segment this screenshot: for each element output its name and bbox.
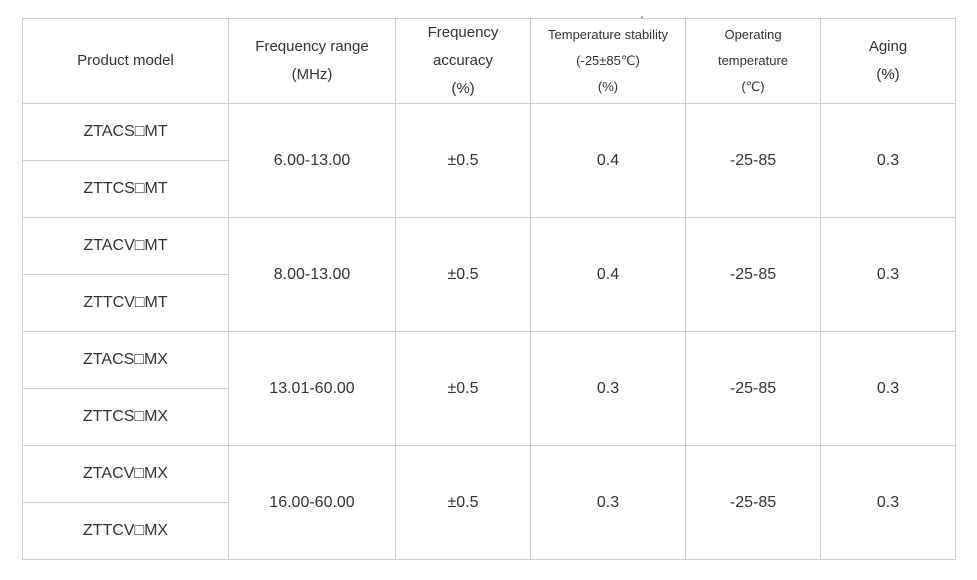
frequency-accuracy-cell: ±0.5	[395, 331, 531, 446]
table-row: ZTTCV□MX	[22, 502, 956, 560]
frequency-range-cell: 13.01-60.00	[228, 331, 396, 446]
product-model-cell: ZTTCV□MX	[22, 502, 229, 560]
header-label-line: Product model	[77, 52, 174, 69]
stray-dot: .	[640, 5, 644, 21]
product-model-cell: ZTTCS□MT	[22, 160, 229, 218]
aging-cell: 0.3	[820, 445, 956, 560]
temperature-stability-cell: 0.4	[530, 217, 686, 332]
temperature-stability-cell: 0.4	[530, 103, 686, 218]
header-label-line: (%)	[451, 80, 475, 97]
header-row: Product model Frequency range (MHz) Freq…	[22, 18, 956, 104]
frequency-range-cell: 16.00-60.00	[228, 445, 396, 560]
aging-cell: 0.3	[820, 103, 956, 218]
header-frequency-range: Frequency range (MHz)	[228, 18, 396, 104]
header-label-line: (%)	[876, 66, 900, 83]
product-model-cell: ZTACV□MT	[22, 217, 229, 275]
header-label-line: accuracy	[432, 52, 494, 69]
product-model-cell: ZTACS□MX	[22, 331, 229, 389]
table-row: ZTACS□MX 13.01-60.00 ±0.5 0.3 -25-85 0.3	[22, 331, 956, 446]
header-label-line: Frequency	[427, 24, 499, 41]
product-model-cell: ZTACV□MX	[22, 445, 229, 503]
header-label-line: (℃)	[741, 79, 765, 94]
operating-temperature-cell: -25-85	[685, 103, 821, 218]
operating-temperature-cell: -25-85	[685, 331, 821, 446]
frequency-range-cell: 8.00-13.00	[228, 217, 396, 332]
frequency-accuracy-cell: ±0.5	[395, 217, 531, 332]
aging-cell: 0.3	[820, 217, 956, 332]
table-row: ZTTCV□MT	[22, 274, 956, 332]
product-model-cell: ZTACS□MT	[22, 103, 229, 161]
header-label-line: temperature	[717, 53, 789, 68]
header-label-line: (%)	[597, 79, 619, 94]
frequency-range-cell: 6.00-13.00	[228, 103, 396, 218]
product-model-cell: ZTTCV□MT	[22, 274, 229, 332]
header-product-model: Product model	[22, 18, 229, 104]
frequency-accuracy-cell: ±0.5	[395, 445, 531, 560]
operating-temperature-cell: -25-85	[685, 445, 821, 560]
header-label-line: (MHz)	[291, 66, 333, 83]
header-operating-temperature: Operating temperature (℃)	[685, 18, 821, 104]
frequency-accuracy-cell: ±0.5	[395, 103, 531, 218]
table-row: ZTACV□MX 16.00-60.00 ±0.5 0.3 -25-85 0.3	[22, 445, 956, 560]
header-label-line: Operating	[724, 27, 782, 42]
header-aging: Aging (%)	[820, 18, 956, 104]
aging-cell: 0.3	[820, 331, 956, 446]
header-label-line: (-25±85℃)	[576, 53, 640, 68]
table-row: ZTACV□MT 8.00-13.00 ±0.5 0.4 -25-85 0.3	[22, 217, 956, 332]
table-row: ZTACS□MT 6.00-13.00 ±0.5 0.4 -25-85 0.3	[22, 103, 956, 218]
product-spec-table: Product model Frequency range (MHz) Freq…	[22, 18, 956, 560]
product-model-cell: ZTTCS□MX	[22, 388, 229, 446]
temperature-stability-cell: 0.3	[530, 445, 686, 560]
header-temperature-stability: Temperature stability (-25±85℃) (%)	[530, 18, 686, 104]
header-label-line: Aging	[868, 38, 908, 55]
temperature-stability-cell: 0.3	[530, 331, 686, 446]
table-row: ZTTCS□MX	[22, 388, 956, 446]
header-frequency-accuracy: Frequency accuracy (%)	[395, 18, 531, 104]
table-row: ZTTCS□MT	[22, 160, 956, 218]
header-label-line: Temperature stability	[548, 27, 668, 42]
operating-temperature-cell: -25-85	[685, 217, 821, 332]
header-label-line: Frequency range	[255, 38, 369, 55]
